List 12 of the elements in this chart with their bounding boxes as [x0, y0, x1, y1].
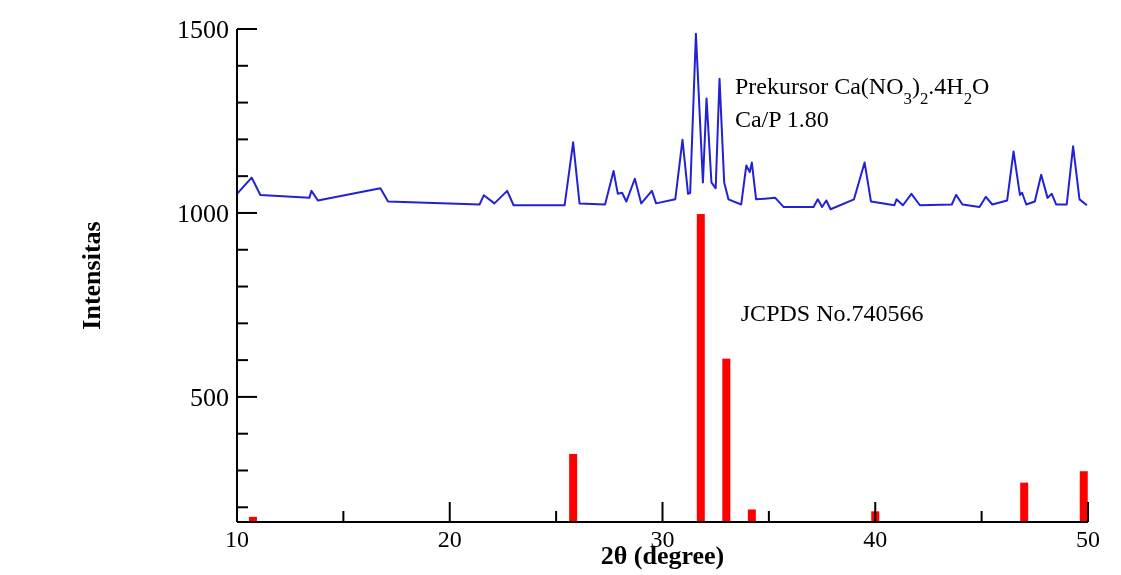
x-tick-label: 40	[863, 526, 888, 552]
x-tick-label: 50	[1076, 526, 1100, 552]
series-label: Prekursor Ca(NO$_{3}$)$_{2}$.4H$_{2}$O	[734, 72, 990, 108]
series-label: JCPDS No.740566	[740, 300, 924, 327]
x-tick-label: 10	[225, 526, 249, 552]
y-tick-label: 500	[190, 383, 229, 413]
y-axis-title: Intensitas	[77, 221, 106, 330]
x-tick-label: 20	[437, 526, 462, 552]
annotation: Ca/P 1.80	[734, 105, 829, 132]
y-tick-label: 1500	[177, 15, 229, 45]
line-series	[236, 32, 1088, 211]
y-tick-label: 1000	[177, 199, 229, 229]
